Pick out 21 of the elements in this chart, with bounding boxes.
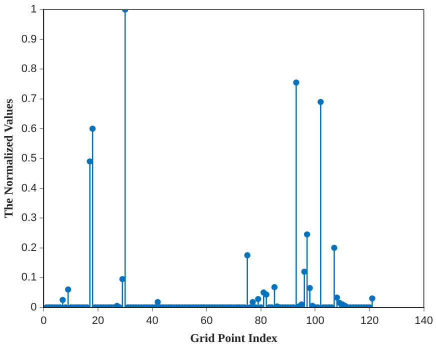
y-tick-label: 0.6 (21, 122, 37, 135)
y-tick-label: 0.7 (21, 92, 37, 105)
y-tick-label: 0.1 (21, 272, 37, 284)
y-tick-label: 0.3 (21, 212, 37, 224)
x-axis-title: Grid Point Index (190, 330, 278, 345)
x-tick-label: 60 (200, 315, 213, 328)
x-tick-label: 100 (306, 315, 324, 328)
y-tick-label: 0.8 (21, 63, 37, 76)
y-axis-title: The Normalized Values (1, 98, 16, 218)
x-tick-label: 40 (146, 315, 158, 328)
y-tick-label: 0.2 (21, 242, 37, 254)
x-tick-label: 140 (414, 315, 434, 328)
y-tick-label: 0.4 (21, 182, 37, 194)
y-tick-label: 0 (30, 301, 37, 314)
y-tick-label: 0.9 (21, 33, 37, 46)
y-tick-label: 1 (30, 4, 37, 16)
x-tick-label: 20 (92, 315, 104, 328)
x-tick-label: 0 (40, 315, 47, 328)
y-tick-label: 0.5 (21, 152, 37, 165)
x-tick-label: 120 (360, 315, 379, 328)
x-tick-label: 80 (254, 315, 268, 328)
